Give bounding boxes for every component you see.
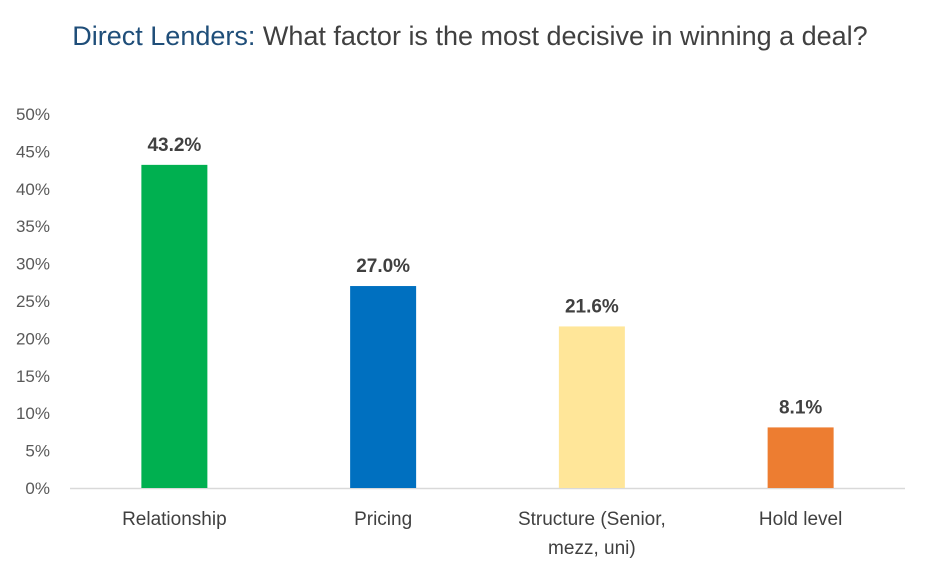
- y-tick-label: 20%: [16, 329, 50, 348]
- chart-title-text: What factor is the most decisive in winn…: [262, 21, 868, 51]
- y-tick-label: 5%: [25, 442, 50, 461]
- y-tick-label: 0%: [25, 479, 50, 498]
- x-axis-ticks: Relationship Pricing Structure (Senior, mez…: [122, 509, 842, 559]
- chart-title-prefix: Direct Lenders:: [72, 21, 256, 51]
- data-labels: 43.2% 27.0% 21.6% 8.1%: [147, 135, 822, 419]
- x-tick-label: Hold level: [759, 509, 842, 530]
- bar: [767, 427, 834, 488]
- y-tick-label: 25%: [16, 292, 50, 311]
- x-tick-label: Pricing: [354, 509, 412, 530]
- bar: [350, 286, 417, 488]
- y-tick-label: 10%: [16, 404, 50, 423]
- data-label: 27.0%: [356, 256, 410, 277]
- x-tick-label: Relationship: [122, 509, 227, 530]
- y-tick-label: 15%: [16, 367, 50, 386]
- data-label: 21.6%: [565, 296, 619, 317]
- bar: [141, 164, 208, 488]
- x-tick-label: mezz, uni): [548, 538, 636, 559]
- chart-title: Direct Lenders: What factor is the most …: [40, 18, 900, 55]
- y-tick-label: 35%: [16, 217, 50, 236]
- y-tick-label: 45%: [16, 142, 50, 161]
- data-label: 8.1%: [779, 397, 822, 418]
- y-tick-label: 30%: [16, 255, 50, 274]
- y-axis-ticks: 0% 5% 10% 15% 20% 25% 30% 35% 40% 45% 50%: [16, 105, 50, 498]
- bar: [558, 326, 625, 488]
- y-tick-label: 40%: [16, 180, 50, 199]
- y-tick-label: 50%: [16, 105, 50, 124]
- x-tick-label: Structure (Senior,: [518, 509, 666, 530]
- bars: [141, 164, 834, 488]
- data-label: 43.2%: [147, 135, 201, 156]
